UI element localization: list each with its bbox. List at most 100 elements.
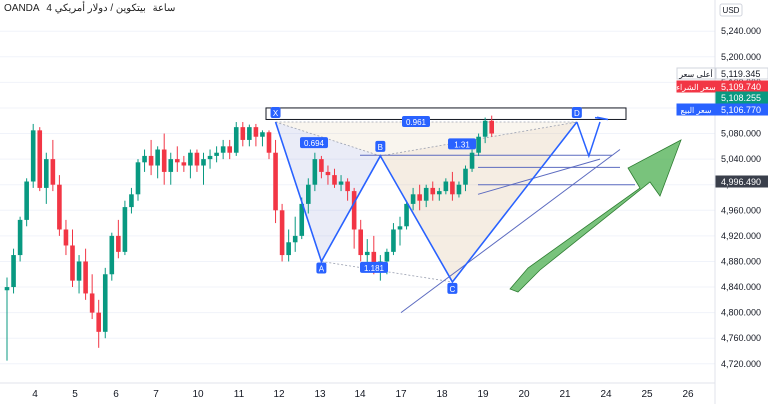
candle-body	[325, 171, 331, 176]
price-label-tag	[676, 80, 716, 93]
price-label-name: أعلى سعر	[678, 68, 713, 79]
candle-body	[11, 255, 16, 288]
candle-body	[279, 210, 285, 256]
candle-body	[299, 203, 305, 236]
candle-body	[76, 261, 82, 281]
candle-body	[286, 242, 291, 256]
candle-body	[417, 194, 422, 201]
currency-box[interactable]	[719, 3, 743, 17]
candle-body	[135, 162, 141, 195]
y-tick-label: 5,040.000	[721, 154, 761, 164]
candle-body	[476, 136, 481, 153]
candle-body	[102, 274, 108, 332]
candle-body	[233, 127, 239, 153]
x-tick-label: 10	[192, 389, 204, 400]
trendline-lower	[400, 149, 621, 314]
candle-body	[247, 127, 252, 140]
price-label-value: 4,996.490	[721, 177, 761, 187]
x-tick-label: 7	[153, 389, 159, 400]
candle-body	[188, 152, 193, 166]
x-tick-label: 12	[273, 389, 285, 400]
projection-arrow-line	[576, 121, 601, 159]
trendline-upper	[477, 158, 601, 195]
pattern-triangle-xab	[275, 122, 381, 262]
pattern-point-label: X	[273, 109, 279, 118]
pattern-point-label: A	[319, 264, 325, 273]
ratio-badge	[448, 138, 476, 150]
x-tick-label: 6	[113, 389, 119, 400]
price-label-name: سعر الشراء	[676, 83, 716, 92]
x-tick-label: 13	[314, 389, 326, 400]
price-label-value: 5,109.740	[721, 82, 761, 92]
ratio-badge	[300, 137, 328, 149]
candle-body	[338, 181, 344, 185]
x-tick-label: 14	[354, 389, 366, 400]
pattern-point-marker	[375, 140, 386, 152]
candle-body	[4, 287, 10, 291]
currency-label: USD	[723, 6, 740, 15]
y-tick-label: 4,800.000	[721, 308, 761, 318]
candle-body	[463, 168, 468, 185]
price-label-box	[715, 175, 768, 188]
candle-body	[96, 312, 101, 332]
candle-body	[122, 207, 128, 252]
candle-body	[319, 159, 324, 172]
candle-body	[161, 149, 167, 172]
candle-body	[443, 181, 449, 192]
candle-body	[207, 155, 213, 160]
x-tick-label: 25	[641, 389, 653, 400]
ratio-label: 1.31	[454, 140, 470, 149]
candle-body	[227, 146, 232, 153]
y-tick-label: 4,880.000	[721, 256, 761, 266]
candle-body	[312, 159, 318, 185]
ratio-label: 1.181	[364, 264, 385, 273]
candle-body	[148, 155, 154, 166]
timeframe-label: 4 ساعة	[46, 3, 176, 14]
x-tick-label: 17	[395, 389, 407, 400]
bullish-arrow	[509, 139, 682, 293]
resistance-zone[interactable]	[265, 107, 627, 120]
candle-body	[37, 130, 43, 188]
y-tick-label: 4,840.000	[721, 282, 761, 292]
candle-body	[240, 127, 246, 140]
candle-body	[142, 155, 147, 163]
pattern-point-label: B	[378, 143, 383, 152]
price-label-tag	[676, 103, 716, 116]
pattern-point-marker	[316, 262, 327, 274]
candle-body	[30, 130, 36, 182]
pattern-point-marker	[571, 107, 582, 119]
candle-body	[57, 184, 62, 230]
candle-body	[423, 187, 429, 201]
candle-body	[371, 251, 377, 268]
pattern-point-marker	[270, 107, 281, 119]
chart-header: OANDA 4 ساعة بيتكوين / دولار أمريكي	[4, 3, 179, 14]
candle-body	[404, 203, 409, 227]
candle-body	[220, 146, 226, 153]
ratio-label: 0.961	[406, 118, 427, 127]
price-label-value: 5,108.255	[721, 93, 761, 103]
pattern-point-marker	[447, 282, 458, 294]
harmonic-pattern-line	[274, 121, 578, 284]
pattern-triangle-bcd	[380, 122, 577, 282]
y-tick-label: 4,920.000	[721, 231, 761, 241]
x-tick-label: 18	[436, 389, 448, 400]
x-tick-label: 24	[600, 389, 612, 400]
candle-body	[482, 120, 488, 137]
x-tick-label: 26	[682, 389, 694, 400]
candle-body	[351, 191, 357, 230]
x-tick-label: 4	[32, 389, 38, 400]
ratio-label: 0.694	[304, 139, 325, 148]
y-tick-label: 5,080.000	[721, 129, 761, 139]
projection-arrowhead	[594, 116, 609, 121]
candle-body	[266, 132, 272, 153]
candle-body	[109, 235, 115, 275]
price-label-name: سعر البيع	[681, 106, 712, 115]
candle-body	[260, 132, 265, 137]
candle-body	[50, 159, 56, 185]
candle-body	[384, 251, 390, 262]
candle-body	[129, 194, 134, 208]
candle-body	[214, 152, 219, 156]
price-label-value: 5,106.770	[721, 105, 761, 115]
candle-body	[292, 235, 298, 243]
